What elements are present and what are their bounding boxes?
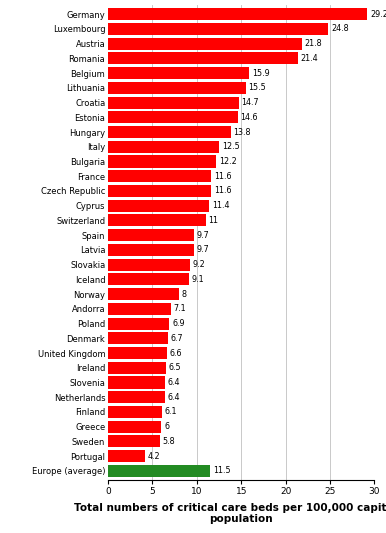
Text: 12.5: 12.5 [222, 142, 239, 151]
Text: 13.8: 13.8 [233, 127, 251, 136]
Bar [108, 38, 301, 50]
Bar [108, 141, 219, 153]
Text: 11.4: 11.4 [212, 201, 229, 210]
Text: 6.5: 6.5 [168, 363, 181, 372]
Text: 6.9: 6.9 [172, 319, 185, 328]
Text: 21.8: 21.8 [304, 39, 322, 48]
Bar [108, 450, 146, 462]
Text: 12.2: 12.2 [219, 157, 237, 166]
Text: 14.7: 14.7 [241, 98, 259, 107]
Bar [108, 214, 206, 227]
Bar [108, 391, 165, 403]
Text: 8: 8 [182, 289, 187, 298]
Bar [108, 288, 179, 300]
Bar [108, 185, 211, 197]
Text: 9.1: 9.1 [191, 275, 204, 284]
Bar [108, 170, 211, 182]
Text: 9.7: 9.7 [197, 231, 210, 240]
Bar [108, 96, 239, 109]
Text: 11.6: 11.6 [214, 187, 231, 196]
Text: 6.6: 6.6 [169, 349, 182, 358]
Text: 11.6: 11.6 [214, 172, 231, 181]
Text: 6.7: 6.7 [170, 334, 183, 343]
Text: 21.4: 21.4 [301, 54, 318, 63]
Bar [108, 406, 162, 418]
Bar [108, 67, 249, 79]
Bar [108, 303, 171, 315]
Bar [108, 23, 328, 35]
Bar [108, 82, 246, 94]
Bar [108, 126, 230, 138]
Text: 9.2: 9.2 [193, 260, 205, 269]
Bar [108, 111, 238, 123]
Bar [108, 229, 194, 241]
Bar [108, 273, 189, 285]
X-axis label: Total numbers of critical care beds per 100,000 capita of
population: Total numbers of critical care beds per … [74, 503, 386, 524]
Bar [108, 465, 210, 477]
Bar [108, 259, 190, 271]
Text: 11: 11 [208, 216, 218, 225]
Bar [108, 347, 167, 359]
Text: 4.2: 4.2 [148, 451, 161, 461]
Text: 15.5: 15.5 [248, 83, 266, 92]
Bar [108, 376, 165, 389]
Text: 14.6: 14.6 [240, 113, 258, 122]
Text: 6.1: 6.1 [165, 407, 178, 416]
Text: 9.7: 9.7 [197, 245, 210, 254]
Bar [108, 435, 159, 447]
Bar [108, 421, 161, 433]
Bar [108, 200, 209, 212]
Text: 11.5: 11.5 [213, 466, 230, 475]
Text: 6.4: 6.4 [168, 393, 180, 402]
Bar [108, 318, 169, 329]
Text: 15.9: 15.9 [252, 69, 270, 78]
Text: 5.8: 5.8 [162, 437, 175, 446]
Text: 24.8: 24.8 [331, 25, 349, 34]
Bar [108, 8, 367, 20]
Text: 29.2: 29.2 [370, 10, 386, 19]
Bar [108, 362, 166, 374]
Bar [108, 332, 168, 344]
Text: 6: 6 [164, 422, 169, 431]
Text: 7.1: 7.1 [174, 304, 186, 313]
Text: 6.4: 6.4 [168, 378, 180, 387]
Bar [108, 52, 298, 64]
Bar [108, 244, 194, 256]
Bar [108, 156, 217, 167]
